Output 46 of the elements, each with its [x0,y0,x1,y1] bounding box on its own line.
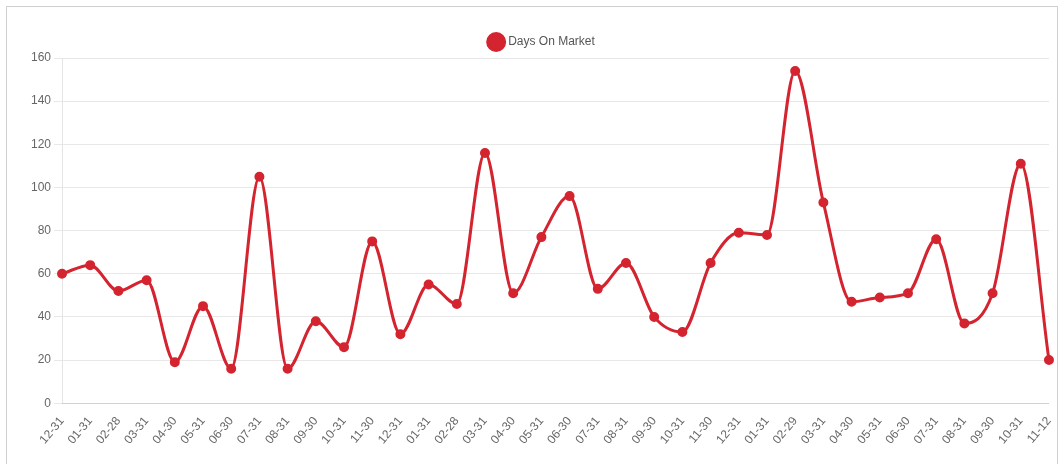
point [705,257,716,268]
point [169,357,180,368]
legend-label: Days On Market [508,34,596,49]
point [1015,158,1026,169]
point [254,171,265,182]
point [620,257,631,268]
y-tick-label: 20 [37,352,52,367]
point [564,191,575,202]
y-tick-label: 160 [30,50,52,65]
point [226,363,237,374]
point [677,327,688,338]
point [508,288,519,299]
point [423,279,434,290]
point [987,288,998,299]
y-tick-label: 120 [30,136,52,151]
point [959,318,970,329]
point [536,232,547,243]
point [339,342,350,353]
point [649,311,660,322]
point [761,229,772,240]
point [480,147,490,158]
point [57,268,68,279]
y-tick-label: 100 [30,179,52,194]
y-tick-label: 140 [30,93,52,108]
point [141,275,152,286]
point [85,260,96,271]
point [931,234,942,245]
point [367,236,378,247]
point [592,283,603,294]
y-tick-label: 40 [37,309,52,324]
y-tick-label: 80 [37,222,52,237]
y-tick-label: 0 [44,395,52,410]
point [790,65,801,76]
point [198,301,209,312]
point [733,227,744,238]
point [902,288,913,299]
point [282,363,293,374]
point [818,197,829,208]
point [1043,355,1054,366]
y-tick-label: 60 [37,266,52,281]
point [846,296,857,307]
point [451,298,462,309]
point [310,316,321,327]
point [113,286,124,297]
point [874,292,885,303]
point [395,329,406,340]
